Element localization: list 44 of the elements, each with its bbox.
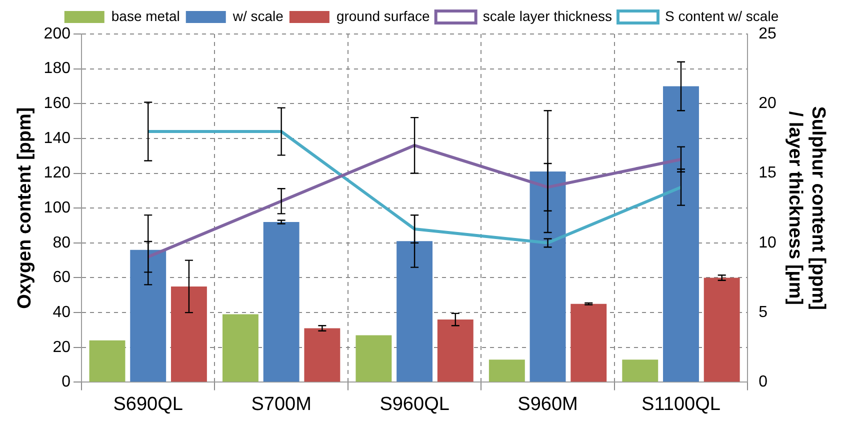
x-tick-label: S700M — [251, 394, 312, 415]
bar — [704, 278, 740, 382]
legend-label: scale layer thickness — [482, 8, 612, 24]
bar — [488, 360, 525, 382]
y2-axis-title: Sulphur content [ppm] / layer thickness [µm] — [784, 106, 828, 310]
y-tick-label: 60 — [52, 269, 71, 286]
y-tick-label: 0 — [62, 374, 71, 391]
x-tick-label: S960M — [518, 394, 578, 415]
bar — [304, 328, 340, 382]
y-tick-label: 160 — [44, 95, 71, 112]
bar — [663, 86, 699, 382]
y-tick-label: 100 — [44, 200, 71, 217]
x-tick-label: S960QL — [380, 394, 450, 415]
x-tick-label: S1100QL — [642, 394, 720, 415]
y-tick-label: 200 — [44, 25, 71, 42]
y2-tick-label: 0 — [758, 374, 768, 391]
legend-label: ground surface — [336, 8, 430, 24]
y-tick-label: 180 — [44, 60, 71, 78]
bar — [222, 314, 258, 382]
y2-tick-label: 15 — [758, 164, 776, 182]
bar — [570, 304, 607, 382]
y-tick-label: 40 — [52, 304, 71, 321]
bar — [356, 335, 392, 382]
legend-label: w/ scale — [232, 8, 284, 24]
legend-label: S content w/ scale — [665, 8, 779, 24]
bar — [89, 340, 126, 382]
bar — [170, 286, 207, 382]
legend-label: base metal — [111, 8, 180, 24]
y-tick-label: 80 — [52, 234, 71, 252]
y2-tick-label: 25 — [758, 25, 776, 42]
y-tick-label: 20 — [52, 338, 71, 356]
bar — [130, 250, 166, 382]
y-axis-title: Oxygen content [ppm] — [14, 107, 36, 309]
bar — [396, 241, 433, 382]
x-tick-label: S690QL — [113, 394, 183, 415]
y2-tick-label: 20 — [758, 95, 776, 112]
bar — [437, 320, 474, 382]
y2-tick-label: 10 — [758, 234, 776, 252]
y2-tick-label: 5 — [758, 304, 768, 321]
y-tick-label: 140 — [44, 130, 71, 147]
y-tick-label: 120 — [44, 164, 71, 182]
bar — [263, 222, 300, 382]
bar — [530, 172, 566, 382]
bar — [622, 360, 658, 382]
